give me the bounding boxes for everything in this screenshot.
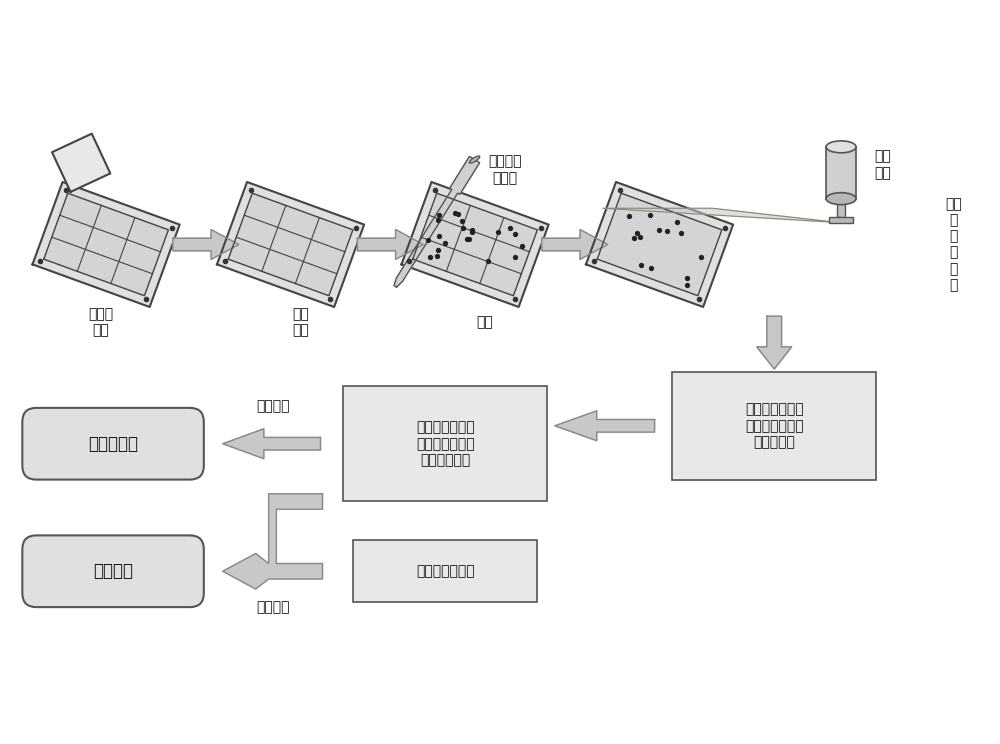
Bar [837, 199, 845, 217]
Text: 激光
线
扫
描
成
像: 激光 线 扫 描 成 像 [945, 197, 962, 292]
Polygon shape [394, 156, 480, 287]
Text: 盖上盖
玻片: 盖上盖 玻片 [89, 307, 114, 337]
FancyBboxPatch shape [22, 536, 204, 607]
Text: 藻种拉曼数据库: 藻种拉曼数据库 [416, 564, 474, 578]
Text: 加入
藻液: 加入 藻液 [292, 307, 309, 337]
Bar [829, 217, 853, 222]
Polygon shape [33, 182, 180, 307]
Polygon shape [228, 193, 353, 295]
Text: 吸走多余
的藻液: 吸走多余 的藻液 [488, 155, 522, 185]
FancyBboxPatch shape [343, 386, 547, 501]
Polygon shape [401, 182, 549, 307]
Polygon shape [223, 429, 321, 458]
Polygon shape [223, 494, 322, 589]
Polygon shape [603, 208, 839, 222]
Polygon shape [597, 193, 722, 295]
Text: 统计分析: 统计分析 [256, 399, 289, 413]
Text: 藻细胞拉曼成像
预处理（滤波，
基线校正）: 藻细胞拉曼成像 预处理（滤波， 基线校正） [745, 403, 804, 449]
Text: 静置: 静置 [477, 315, 493, 329]
FancyBboxPatch shape [353, 540, 537, 602]
Text: 拉曼
系统: 拉曼 系统 [875, 150, 891, 180]
Bar [826, 147, 856, 199]
Polygon shape [357, 230, 423, 260]
Polygon shape [555, 411, 655, 440]
Polygon shape [542, 230, 608, 260]
Ellipse shape [469, 156, 480, 163]
Polygon shape [757, 316, 792, 369]
Text: 藻细胞拉曼成像
显示（拉曼峰强
或拉曼频移）: 藻细胞拉曼成像 显示（拉曼峰强 或拉曼频移） [416, 420, 474, 467]
Polygon shape [413, 193, 537, 295]
FancyBboxPatch shape [672, 372, 876, 480]
FancyBboxPatch shape [22, 408, 204, 480]
Text: 藻种识别: 藻种识别 [93, 562, 133, 580]
Text: 判别分析: 判别分析 [256, 600, 289, 614]
Polygon shape [217, 182, 364, 307]
Polygon shape [586, 182, 733, 307]
Polygon shape [52, 134, 110, 192]
Polygon shape [44, 193, 168, 295]
Ellipse shape [826, 193, 856, 205]
Polygon shape [173, 230, 239, 260]
Ellipse shape [826, 141, 856, 153]
Text: 藻细胞计数: 藻细胞计数 [88, 434, 138, 453]
